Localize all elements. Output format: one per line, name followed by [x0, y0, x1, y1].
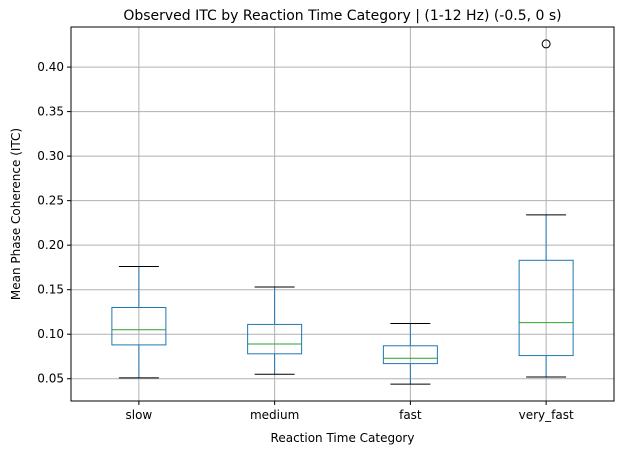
outlier-point [541, 39, 551, 49]
tick-layer: 0.05 0.10 0.15 0.20 0.25 0.30 0.35 0.40 slow medi… [37, 60, 574, 422]
y-axis-label: Mean Phase Coherence (ITC) [9, 128, 23, 300]
box-medium [247, 286, 303, 375]
y-tick-label: 0.25 [37, 194, 64, 208]
x-tick-label: fast [399, 408, 422, 422]
x-tick-label: medium [250, 408, 299, 422]
box-very_fast [518, 39, 574, 378]
y-tick-label: 0.10 [37, 327, 64, 341]
iqr-box [111, 307, 167, 346]
x-tick-label: slow [126, 408, 153, 422]
iqr-box [382, 345, 438, 365]
box-fast [382, 323, 438, 385]
y-tick-label: 0.35 [37, 105, 64, 119]
x-tick-label: very_fast [519, 408, 574, 422]
box-layer [111, 39, 574, 385]
chart-title: Observed ITC by Reaction Time Category |… [123, 8, 561, 24]
axes-frame [70, 26, 615, 402]
box-slow [111, 266, 167, 379]
iqr-box [518, 259, 574, 357]
y-tick-label: 0.30 [37, 149, 64, 163]
iqr-box [247, 323, 303, 355]
y-tick-label: 0.40 [37, 60, 64, 74]
grid-layer [71, 27, 614, 401]
y-tick-label: 0.20 [37, 238, 64, 252]
x-axis-label: Reaction Time Category [271, 431, 415, 445]
y-tick-label: 0.15 [37, 283, 64, 297]
y-tick-label: 0.05 [37, 372, 64, 386]
